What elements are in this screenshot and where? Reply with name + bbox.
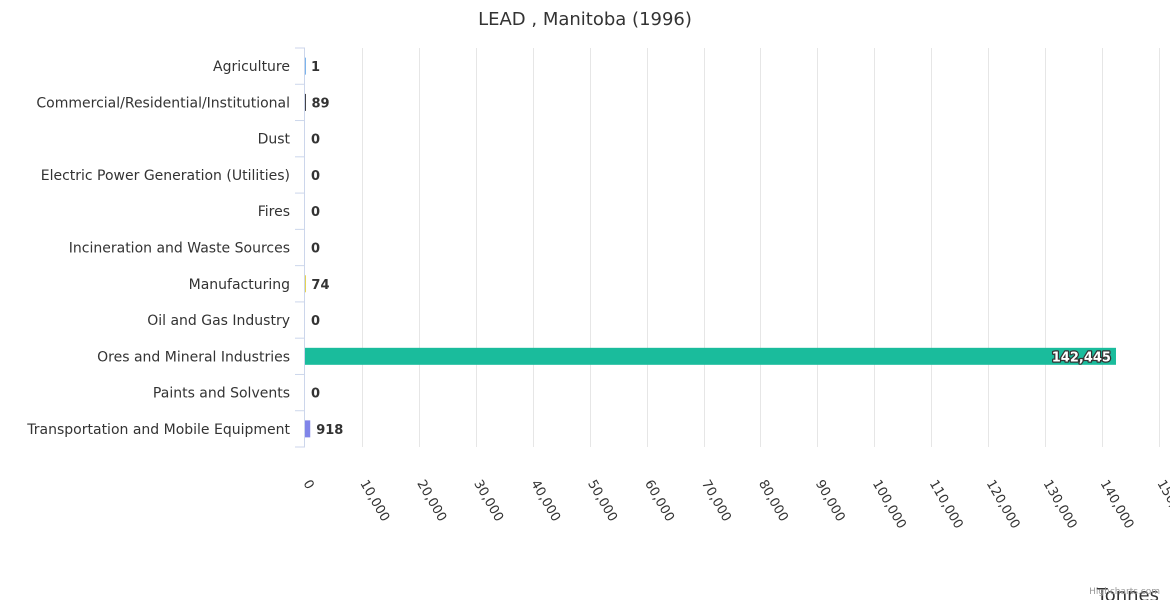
value-axis-title: Tonnes [1096, 585, 1159, 600]
category-label: Agriculture [213, 59, 290, 75]
data-label: 0 [311, 133, 320, 148]
data-labels: 1 89 0 0 0 0 74 0 142,445 0 918 [311, 60, 1112, 438]
data-label: 142,445 [1052, 350, 1111, 365]
category-axis [295, 47, 305, 448]
category-label: Fires [258, 204, 290, 220]
data-label: 0 [311, 314, 320, 329]
data-label: 0 [311, 169, 320, 184]
category-label: Manufacturing [189, 277, 290, 293]
chart-title: LEAD , Manitoba (1996) [478, 9, 692, 30]
data-label: 1 [311, 60, 320, 75]
data-label: 0 [311, 242, 320, 257]
category-labels: Agriculture Commercial/Residential/Instit… [26, 59, 290, 438]
bar[interactable] [305, 347, 1116, 365]
category-label: Ores and Mineral Industries [97, 349, 290, 365]
category-label: Transportation and Mobile Equipment [26, 422, 290, 438]
category-label: Paints and Solvents [153, 386, 290, 402]
bar[interactable] [305, 275, 306, 293]
data-label: 74 [311, 278, 329, 293]
category-label: Commercial/Residential/Institutional [36, 95, 290, 111]
category-label: Incineration and Waste Sources [69, 241, 290, 257]
bar[interactable] [305, 420, 311, 438]
category-label: Electric Power Generation (Utilities) [41, 168, 290, 184]
category-label: Dust [258, 132, 291, 148]
gridlines [362, 48, 1160, 447]
data-label: 0 [311, 205, 320, 220]
bar[interactable] [305, 93, 306, 111]
category-label: Oil and Gas Industry [147, 313, 290, 329]
data-label: 89 [312, 96, 330, 111]
bar[interactable] [305, 57, 306, 75]
bars [305, 57, 1116, 438]
data-label: 0 [311, 387, 320, 402]
data-label: 918 [316, 423, 343, 438]
credits-link[interactable]: Highcharts.com [1089, 587, 1160, 597]
